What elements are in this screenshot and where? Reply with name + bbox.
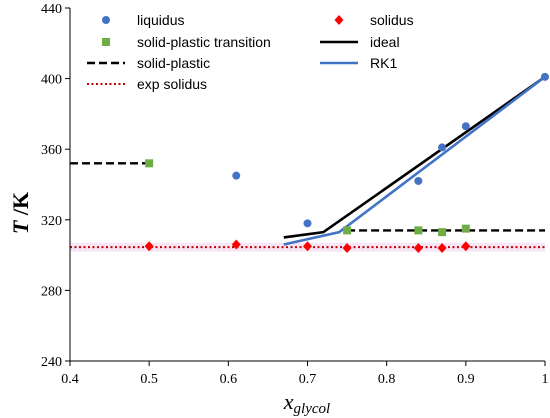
y-tick-label: 360 bbox=[41, 143, 62, 158]
data-point-solid-plastic-transition bbox=[343, 226, 352, 235]
legend-swatch bbox=[334, 15, 344, 25]
x-axis-label: xglycol bbox=[283, 389, 330, 417]
x-tick-label: 0.8 bbox=[378, 372, 396, 387]
data-point-solid-plastic-transition bbox=[438, 228, 447, 237]
x-axis-label-subscript: glycol bbox=[294, 401, 331, 417]
legend-item-solid-plastic: solid-plastic bbox=[87, 55, 210, 71]
y-tick-label: 320 bbox=[41, 214, 62, 229]
data-point-solid-plastic-transition bbox=[414, 226, 423, 235]
legend-label: solid-plastic transition bbox=[137, 34, 271, 50]
y-axis-label: T /K bbox=[8, 192, 33, 234]
y-tick-label: 440 bbox=[41, 2, 62, 17]
legend-item-solidus: solidus bbox=[334, 12, 414, 28]
legend-label: solidus bbox=[370, 12, 414, 28]
data-point-liquidus bbox=[414, 176, 423, 185]
x-axis-label-symbol: x bbox=[283, 389, 294, 414]
legend-label: RK1 bbox=[370, 55, 397, 71]
x-axis-ticks: 0.4 0.5 0.6 0.7 0.8 0.9 1 bbox=[61, 361, 549, 387]
y-tick-label: 240 bbox=[41, 355, 62, 370]
x-tick-label: 0.4 bbox=[61, 372, 79, 387]
data-point-solidus bbox=[413, 243, 423, 254]
x-tick-label: 0.7 bbox=[299, 372, 317, 387]
data-point-solid-plastic-transition bbox=[461, 224, 470, 233]
x-tick-label: 0.9 bbox=[457, 372, 475, 387]
data-point-liquidus bbox=[461, 122, 470, 131]
data-point-liquidus bbox=[438, 143, 447, 152]
legend-item-liquidus: liquidus bbox=[102, 12, 184, 28]
data-point-solidus bbox=[437, 243, 447, 254]
legend-label: solid-plastic bbox=[137, 55, 210, 71]
series-markers bbox=[144, 72, 549, 254]
legend-swatch bbox=[102, 38, 110, 46]
data-point-solidus bbox=[342, 243, 352, 254]
legend: liquidus solid-plastic transition solid-pl… bbox=[87, 12, 414, 92]
data-point-liquidus bbox=[303, 219, 312, 228]
legend-label: ideal bbox=[370, 34, 400, 50]
legend-swatch bbox=[102, 16, 110, 24]
x-tick-label: 0.5 bbox=[140, 372, 158, 387]
data-point-solidus bbox=[303, 241, 312, 252]
data-point-liquidus bbox=[232, 171, 241, 180]
series-line-rk1 bbox=[283, 75, 546, 246]
y-axis-label-unit: /K bbox=[8, 192, 33, 221]
data-point-solidus bbox=[461, 241, 471, 252]
legend-item-solid-plastic-transition: solid-plastic transition bbox=[102, 34, 271, 50]
legend-item-exp-solidus: exp solidus bbox=[87, 76, 207, 92]
legend-label: exp solidus bbox=[137, 76, 207, 92]
series-line-ideal bbox=[283, 75, 546, 239]
data-point-solidus bbox=[144, 241, 154, 252]
y-tick-label: 280 bbox=[41, 284, 62, 299]
y-axis-label-symbol: T bbox=[8, 219, 33, 234]
legend-label: liquidus bbox=[137, 12, 184, 28]
x-tick-label: 1 bbox=[542, 372, 549, 387]
y-tick-label: 400 bbox=[41, 73, 62, 88]
data-point-liquidus bbox=[541, 72, 549, 81]
y-axis-ticks: 240 280 320 360 400 440 bbox=[41, 2, 70, 370]
data-point-solidus bbox=[231, 239, 241, 250]
data-point-solid-plastic-transition bbox=[145, 159, 154, 168]
legend-item-ideal: ideal bbox=[320, 34, 400, 50]
legend-item-rk1: RK1 bbox=[320, 55, 397, 71]
x-tick-label: 0.6 bbox=[220, 372, 238, 387]
